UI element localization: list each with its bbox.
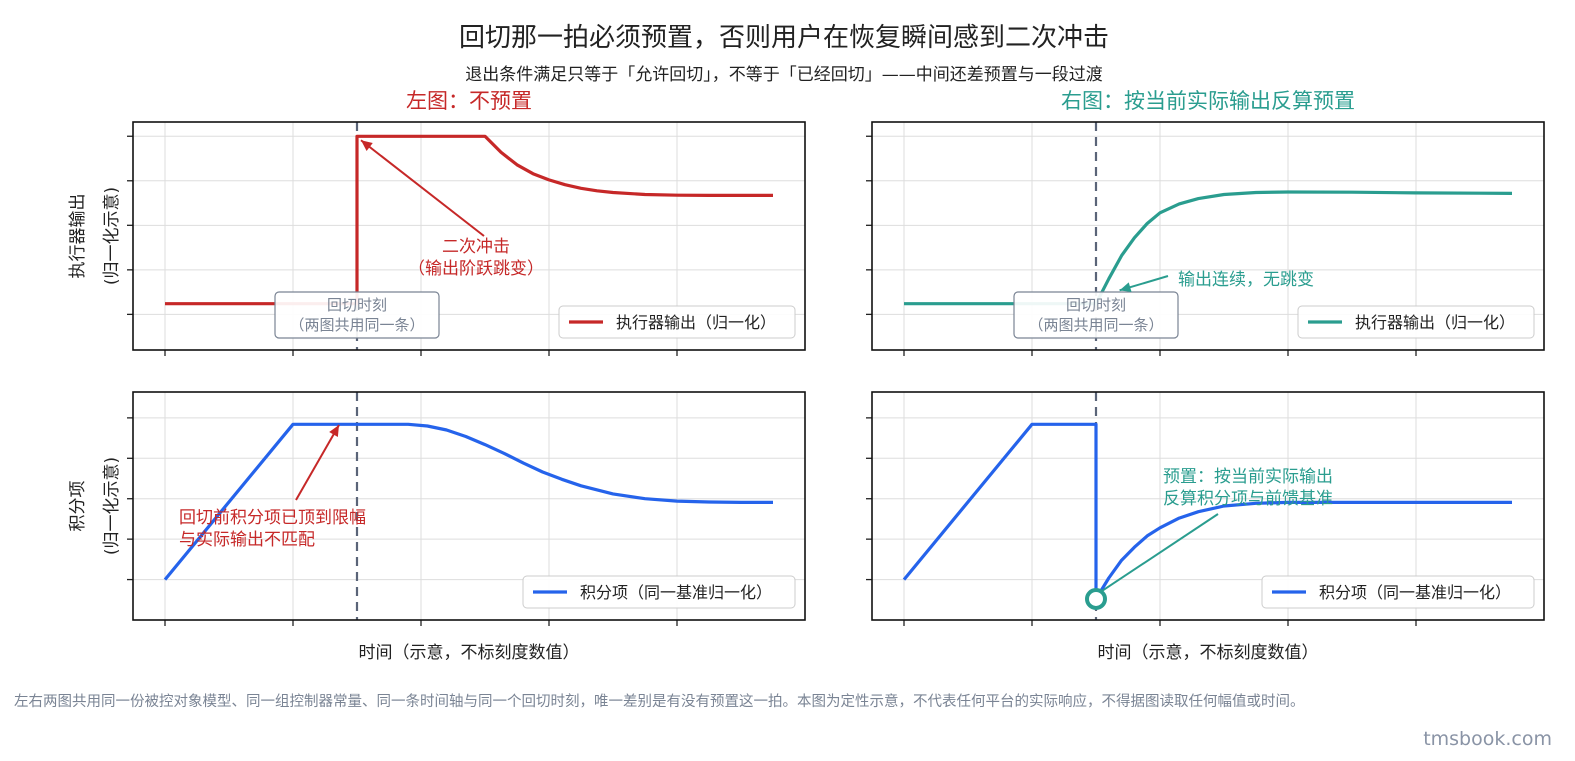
- series-line: [902, 422, 1512, 601]
- annotation-arrow: [295, 424, 340, 501]
- x-axis-label: 时间（示意，不标刻度数值）: [1098, 643, 1319, 663]
- panel-title-right: 右图：按当前实际输出反算预置: [1061, 89, 1355, 113]
- annotation-arrowhead: [1119, 282, 1132, 293]
- figure-title: 回切那一拍必须预置，否则用户在恢复瞬间感到二次冲击: [459, 23, 1109, 53]
- legend-box: [522, 575, 796, 609]
- axes-frame: [132, 121, 806, 351]
- annotation-text: 回切前积分项已顶到限幅与实际输出不匹配: [179, 508, 366, 550]
- annotation-arrow: [360, 139, 485, 237]
- series-line: [163, 422, 773, 581]
- legend-label: 积分项（同一基准归一化）: [580, 583, 772, 602]
- annotation-text: 预置：按当前实际输出反算积分项与前馈基准: [1163, 467, 1333, 509]
- legend-label: 积分项（同一基准归一化）: [1319, 583, 1511, 602]
- footnote: 左右两图共用同一份被控对象模型、同一组控制器常量、同一条时间轴与同一个回切时刻，…: [14, 694, 1305, 710]
- panel-title-left: 左图：不预置: [406, 89, 532, 113]
- x-axis-label: 时间（示意，不标刻度数值）: [359, 643, 580, 663]
- annotation-arrowhead: [329, 425, 339, 438]
- legend-box: [1297, 305, 1535, 339]
- switchover-label-box: [1013, 291, 1179, 339]
- series-line: [904, 190, 1513, 306]
- legend-box: [558, 305, 796, 339]
- switchover-label: 回切时刻（两图共用同一条）: [1028, 296, 1163, 334]
- switchover-label-box: [274, 291, 440, 339]
- preset-marker: [1085, 587, 1107, 610]
- legend-label: 执行器输出（归一化）: [616, 313, 776, 332]
- axes-frame: [871, 121, 1545, 351]
- annotation-arrowhead: [361, 140, 373, 151]
- switchover-label: 回切时刻（两图共用同一条）: [289, 296, 424, 334]
- watermark: tmsbook.com: [1423, 728, 1552, 750]
- annotation-arrow: [1101, 513, 1219, 592]
- axes-top-left: 回切时刻（两图共用同一条） 二次冲击（输出阶跃跳变） 执行器输出（归一化） 执行器输出…: [68, 121, 806, 356]
- series-line: [165, 134, 773, 306]
- figure-subtitle: 退出条件满足只等于「允许回切」，不等于「已经回切」——中间还差预置与一段过渡: [465, 65, 1103, 85]
- legend-label: 执行器输出（归一化）: [1355, 313, 1515, 332]
- annotation-text: 输出连续，无跳变: [1178, 270, 1314, 290]
- axes-frame: [132, 391, 806, 621]
- annotation-text: 二次冲击（输出阶跃跳变）: [408, 237, 544, 279]
- axes-frame: [871, 391, 1545, 621]
- y-axis-label: 执行器输出 (归一化示意): [68, 187, 122, 285]
- y-axis-label: 积分项 (归一化示意): [68, 457, 122, 555]
- legend-box: [1261, 575, 1535, 609]
